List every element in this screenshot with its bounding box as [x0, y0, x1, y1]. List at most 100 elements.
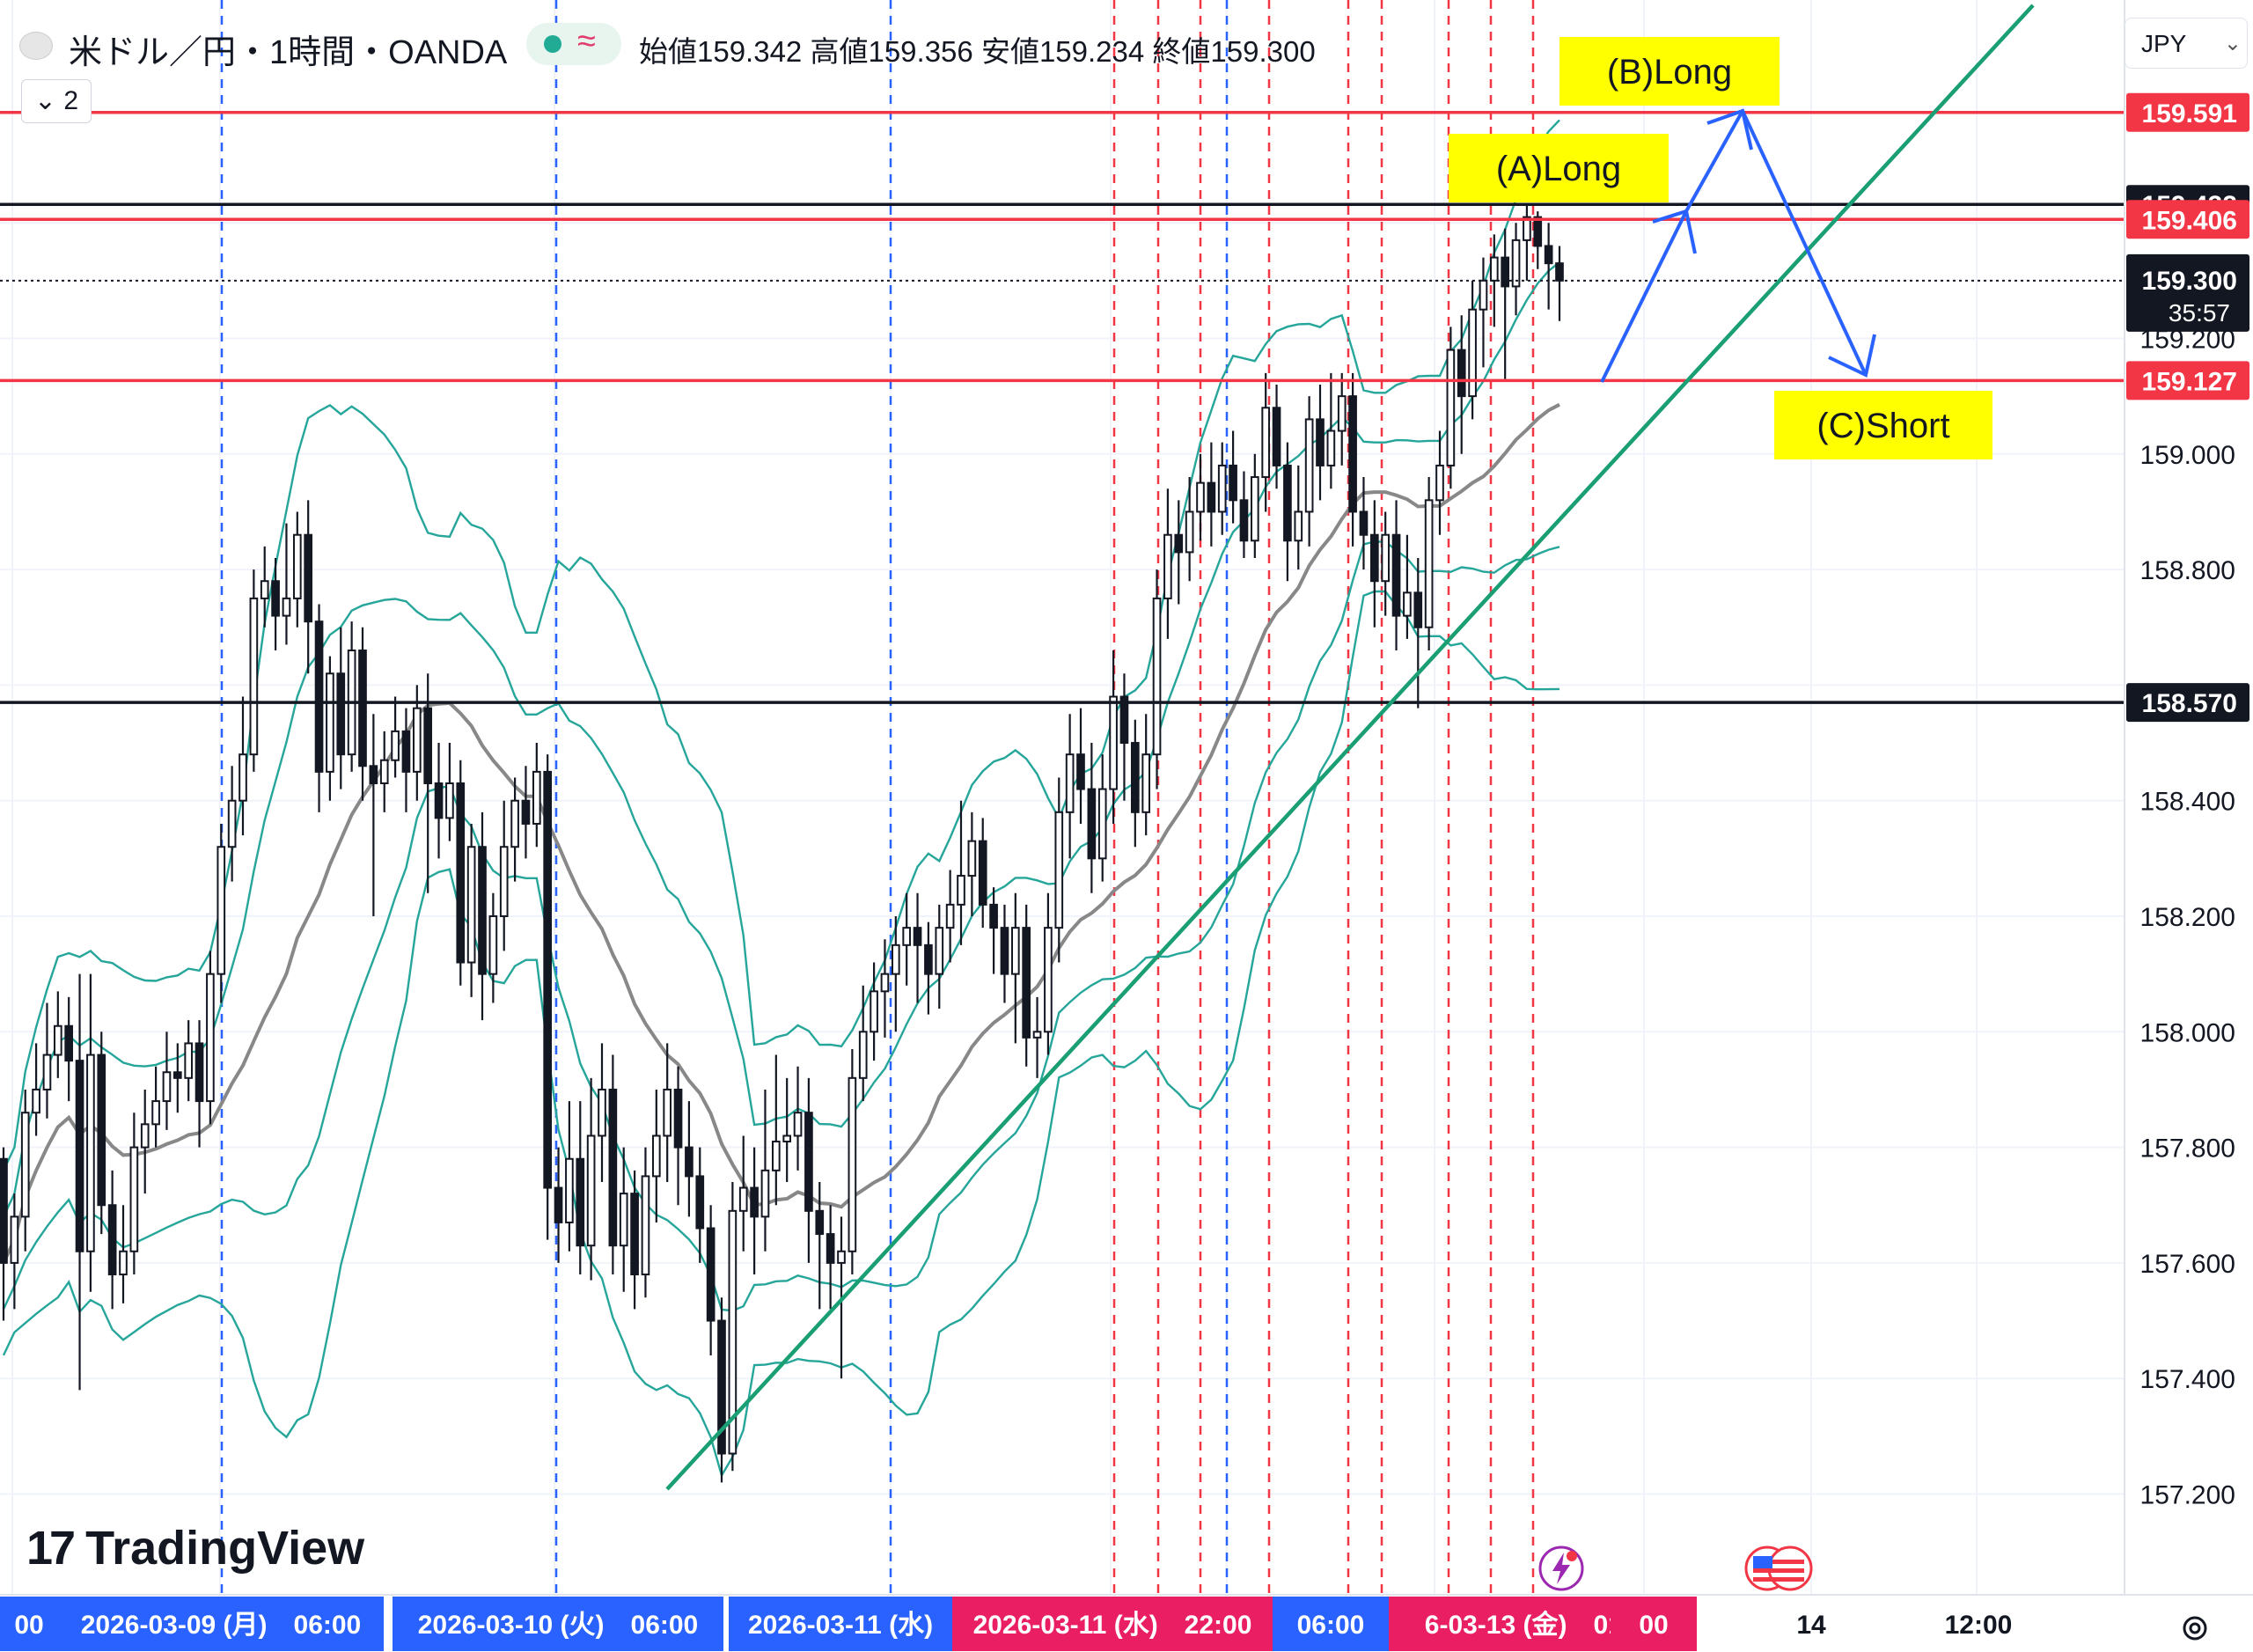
- candle: [129, 1112, 139, 1275]
- candle: [1511, 223, 1521, 316]
- candle: [314, 604, 324, 812]
- candle-down: [750, 1186, 759, 1218]
- candle-up: [1097, 788, 1107, 860]
- currency-selector[interactable]: JPY ⌄: [2125, 18, 2248, 69]
- price-axis: 159.200159.000158.800158.400158.200158.0…: [2124, 0, 2253, 1595]
- candle: [1250, 453, 1259, 558]
- candle-down: [1501, 256, 1510, 288]
- candle: [1196, 453, 1205, 541]
- candle: [576, 1101, 585, 1275]
- candle-up: [292, 533, 302, 599]
- candle-up: [902, 927, 912, 946]
- candle-up: [1044, 927, 1053, 1033]
- candle-down: [521, 799, 531, 825]
- candle: [423, 673, 433, 893]
- us-flag-event-icon[interactable]: [1743, 1544, 1815, 1593]
- candle: [1369, 500, 1379, 628]
- candle-down: [1413, 591, 1423, 628]
- lightning-icon[interactable]: [1537, 1544, 1586, 1593]
- candle: [1163, 488, 1172, 639]
- time-label: 2026-03-10 (火) 06:00: [418, 1611, 699, 1640]
- gear-icon[interactable]: [2179, 1612, 2211, 1644]
- candle-down: [336, 672, 346, 756]
- candle-up: [1054, 811, 1064, 929]
- candle-up: [870, 990, 878, 1033]
- candle-down: [1207, 481, 1216, 513]
- candle: [1207, 442, 1216, 547]
- candle-down: [924, 943, 933, 975]
- candle: [97, 1032, 106, 1235]
- candle-up: [641, 1175, 650, 1276]
- candle: [945, 870, 955, 963]
- price-tick: 157.800: [2140, 1134, 2235, 1164]
- candle-up: [848, 1076, 857, 1252]
- candle: [902, 892, 912, 986]
- candle: [1054, 777, 1064, 963]
- candle: [162, 1032, 172, 1130]
- candle: [107, 1170, 117, 1310]
- close-value: 159.300: [1210, 35, 1316, 68]
- time-label-bg: [0, 1597, 58, 1651]
- candle: [1413, 557, 1423, 709]
- candle: [695, 1147, 705, 1263]
- candle-up: [1435, 464, 1444, 502]
- candle-up: [488, 915, 498, 975]
- candle-down: [75, 1060, 84, 1252]
- candle-up: [1446, 349, 1456, 466]
- candle-up: [10, 1215, 19, 1264]
- candle-down: [0, 1157, 8, 1264]
- candle-down: [478, 846, 487, 975]
- candle: [793, 1066, 803, 1171]
- candle-up: [499, 846, 509, 917]
- candle: [1316, 385, 1325, 501]
- candle-down: [815, 1209, 825, 1236]
- candle: [750, 1147, 759, 1275]
- candle: [1065, 714, 1075, 859]
- candle: [608, 1054, 618, 1275]
- candle: [401, 708, 411, 812]
- time-label-bg: [393, 1597, 723, 1651]
- price-level-tag-bg: [2126, 683, 2249, 723]
- candle: [1391, 500, 1401, 651]
- candle: [967, 811, 977, 916]
- bollinger-bands: [2, 119, 1560, 1479]
- candle-up: [239, 753, 247, 802]
- candle-up: [216, 846, 226, 975]
- symbol-title[interactable]: 米ドル／円・1時間・OANDA: [69, 34, 508, 71]
- candle-up: [1141, 753, 1151, 813]
- indicator-collapse-button[interactable]: ⌄ 2: [21, 79, 92, 123]
- candle-up: [1010, 927, 1020, 975]
- candle: [728, 1181, 738, 1472]
- candle: [685, 1101, 694, 1217]
- candle-down: [1130, 742, 1140, 813]
- annotation-b-long: (B)Long: [1559, 37, 1780, 106]
- candle-up: [1304, 418, 1314, 513]
- time-label: 00: [14, 1611, 43, 1640]
- candle-up: [379, 759, 389, 785]
- candle: [1076, 708, 1085, 824]
- price-tick: 157.400: [2140, 1365, 2235, 1394]
- approx-icon: ≈: [577, 23, 596, 60]
- candle: [543, 754, 553, 1240]
- candle-down: [673, 1088, 683, 1149]
- candle: [706, 1205, 716, 1355]
- candle: [891, 916, 900, 1032]
- candle-down: [1272, 407, 1281, 466]
- chart-header: 米ドル／円・1時間・OANDA ≈ 始値159.342 高値159.356 安値…: [0, 0, 2112, 123]
- status-pill[interactable]: [526, 23, 621, 65]
- candle-up: [586, 1134, 596, 1247]
- bollinger-lower-2: [2, 590, 1560, 1479]
- price-level-tag-bg: [2126, 92, 2249, 132]
- candle: [1032, 996, 1042, 1078]
- candle: [1272, 385, 1281, 489]
- candle: [1217, 442, 1227, 535]
- candle: [478, 811, 487, 1021]
- candle: [184, 1020, 194, 1102]
- candle: [913, 892, 922, 1003]
- moving-average-line: [2, 402, 1560, 1264]
- candle-down: [804, 1112, 813, 1212]
- candle-down: [695, 1175, 705, 1230]
- candle: [1468, 280, 1477, 420]
- candle-up: [206, 973, 215, 1103]
